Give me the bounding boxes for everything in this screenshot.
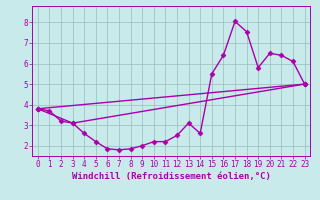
X-axis label: Windchill (Refroidissement éolien,°C): Windchill (Refroidissement éolien,°C) <box>72 172 271 181</box>
